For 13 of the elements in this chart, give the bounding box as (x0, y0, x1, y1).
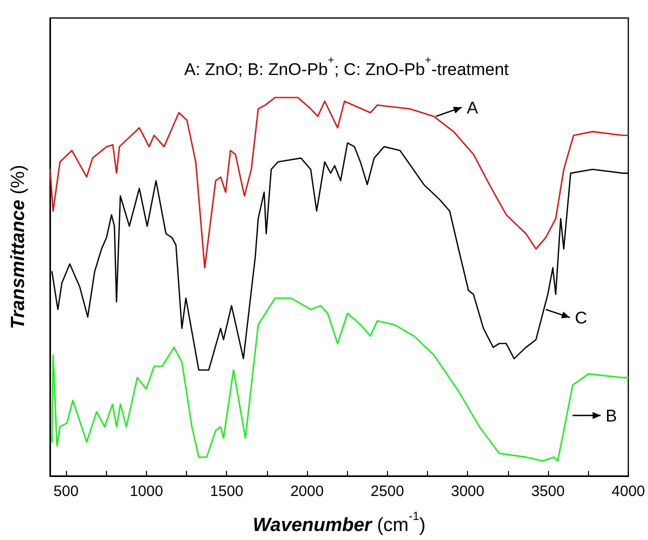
annotation: B (606, 406, 617, 426)
annotation: A (466, 98, 479, 118)
annotation: C (574, 308, 588, 328)
x-tick-label: 3000 (450, 483, 484, 500)
x-tick-label: 1500 (210, 483, 244, 500)
x-tick-label: 1000 (130, 483, 164, 500)
x-tick-label: 2500 (370, 483, 404, 500)
x-tick-label: 2000 (290, 483, 324, 500)
x-tick-label: 4000 (612, 483, 646, 500)
x-tick-label: 3500 (531, 483, 565, 500)
y-axis-title: Transmittance (%) (8, 164, 29, 330)
chart-title: A: ZnO; B: ZnO-Pb+; C: ZnO-Pb+-treatment (184, 54, 510, 79)
x-tick-label: 500 (54, 483, 79, 500)
